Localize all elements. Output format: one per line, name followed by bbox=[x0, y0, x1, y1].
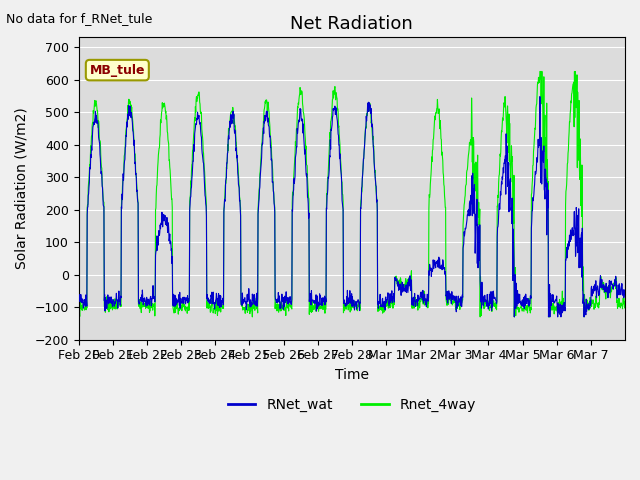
RNet_wat bbox=[75, 296, 83, 301]
RNet_wat bbox=[536, 94, 544, 99]
RNet_wat bbox=[160, 218, 168, 224]
X-axis label: Time: Time bbox=[335, 368, 369, 382]
Rnet_4way bbox=[621, 296, 629, 301]
Rnet_4way bbox=[536, 69, 544, 74]
Text: No data for f_RNet_tule: No data for f_RNet_tule bbox=[6, 12, 153, 24]
Text: MB_tule: MB_tule bbox=[90, 64, 145, 77]
Rnet_4way bbox=[561, 300, 569, 306]
Legend: RNet_wat, Rnet_4way: RNet_wat, Rnet_4way bbox=[222, 392, 481, 418]
RNet_wat bbox=[621, 294, 629, 300]
Rnet_4way bbox=[160, 102, 168, 108]
RNet_wat bbox=[337, 172, 345, 178]
RNet_wat bbox=[481, 299, 488, 305]
Rnet_4way bbox=[75, 302, 83, 308]
RNet_wat bbox=[327, 127, 335, 132]
Rnet_4way bbox=[615, 303, 623, 309]
Rnet_4way bbox=[328, 116, 335, 121]
RNet_wat bbox=[511, 314, 518, 320]
RNet_wat bbox=[615, 286, 623, 291]
RNet_wat bbox=[561, 308, 569, 313]
Line: RNet_wat: RNet_wat bbox=[79, 96, 625, 317]
Line: Rnet_4way: Rnet_4way bbox=[79, 72, 625, 317]
Y-axis label: Solar Radiation (W/m2): Solar Radiation (W/m2) bbox=[15, 108, 29, 269]
Rnet_4way bbox=[481, 304, 488, 310]
Rnet_4way bbox=[338, 179, 346, 184]
Title: Net Radiation: Net Radiation bbox=[291, 15, 413, 33]
Rnet_4way bbox=[248, 314, 256, 320]
